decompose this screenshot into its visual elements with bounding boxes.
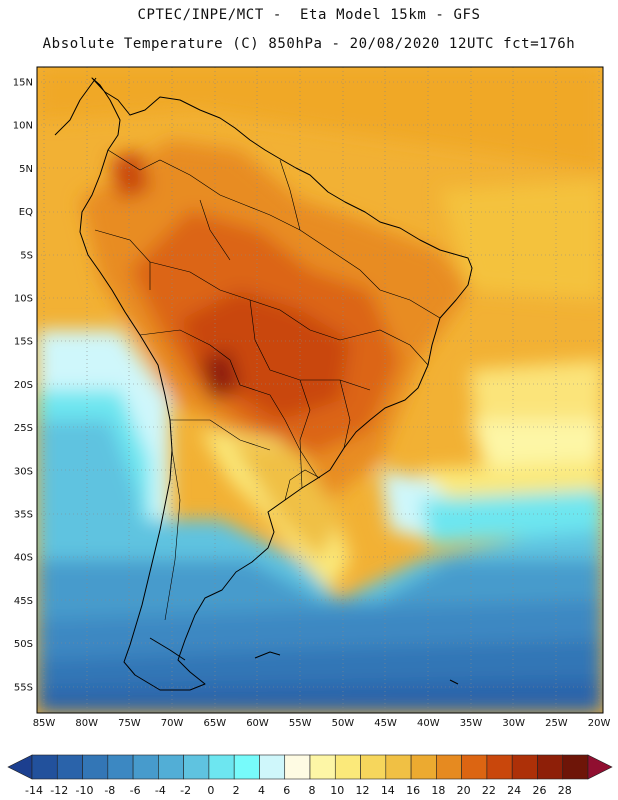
lat-label: 5N [19,164,33,175]
political-borders [94,149,441,621]
title-line-2: Absolute Temperature (C) 850hPa - 20/08/… [42,36,576,52]
lat-label: 15S [14,337,33,348]
colorbar-label: 10 [330,784,344,797]
lat-label: 55S [14,682,33,693]
lon-label: 35W [460,718,483,729]
lat-label: EQ [19,207,33,218]
lat-label: 50S [14,639,33,650]
longitude-labels: 85W 80W 75W 70W 65W 60W 55W 50W 45W 40W 35W 30W 25W 2… [33,718,611,729]
lon-label: 45W [374,718,397,729]
colorbar-label: -8 [104,784,115,797]
colorbar-cell [208,754,235,780]
lon-label: 85W [33,718,56,729]
colorbar-cell [132,754,159,780]
colorbar-cell [309,754,336,780]
colorbar-label: -6 [130,784,141,797]
colorbar-label: -14 [25,784,43,797]
lon-label: 55W [289,718,312,729]
lat-label: 30S [14,466,33,477]
lon-label: 40W [417,718,440,729]
colorbar-cell [183,754,210,780]
colorbar-cell [486,754,513,780]
title-line-1: CPTEC/INPE/MCT - Eta Model 15km - GFS [137,7,481,23]
colorbar-label: 4 [258,784,265,797]
lon-label: 60W [246,718,269,729]
lon-label: 25W [545,718,568,729]
lat-label: 20S [14,380,33,391]
colorbar-cell [107,754,134,780]
colorbar-cell [334,754,361,780]
colorbar: -14 -12 -10 -8 -6 -4 -2 0 2 4 6 8 10 12 14 16 18 20 22 24 26… [7,754,613,797]
colorbar-cell [436,754,462,780]
colorbar-label: 24 [507,784,521,797]
colorbar-cell [259,754,286,780]
colorbar-cell [537,754,564,780]
lat-label: 10N [13,121,33,132]
colorbar-label: 6 [283,784,290,797]
lon-label: 70W [161,718,184,729]
colorbar-cell [284,754,311,780]
lat-label: 40S [14,553,33,564]
lon-label: 80W [75,718,98,729]
colorbar-cell [360,754,387,780]
lon-label: 75W [118,718,141,729]
colorbar-cell [233,754,260,780]
plot-frame [36,66,604,714]
colorbar-label: 12 [356,784,370,797]
colorbar-label: 20 [457,784,471,797]
colorbar-label: -10 [76,784,94,797]
colorbar-label: -12 [50,784,68,797]
colorbar-cell [56,754,83,780]
lat-label: 10S [14,294,33,305]
colorbar-min-arrow [7,754,33,780]
colorbar-label: 0 [207,784,214,797]
colorbar-label: 2 [233,784,240,797]
colorbar-label: 18 [431,784,445,797]
lon-label: 50W [332,718,355,729]
colorbar-cell [158,754,184,780]
colorbar-label: -2 [180,784,191,797]
colorbar-label: 26 [532,784,546,797]
lat-label: 5S [20,250,33,261]
temperature-field [37,67,603,713]
colorbar-cell [511,754,538,780]
colorbar-label: -4 [155,784,166,797]
coastline [54,77,473,691]
colorbar-cell [410,754,437,780]
lon-label: 30W [502,718,525,729]
lat-label: 35S [14,510,33,521]
colorbar-cell [385,754,412,780]
colorbar-label: 16 [406,784,420,797]
lon-label: 20W [588,718,611,729]
colorbar-label: 14 [381,784,395,797]
lon-label: 65W [203,718,226,729]
colorbar-cell [461,754,488,780]
lat-label: 15N [13,78,33,89]
colorbar-cell [562,754,589,780]
colorbar-label: 8 [309,784,316,797]
colorbar-label: 22 [482,784,496,797]
colorbar-cell [31,754,58,780]
lat-label: 45S [14,596,33,607]
latitude-labels: 15N 10N 5N EQ 5S 10S 15S 20S 25S 30S 35S 40S 45S 50S 5… [13,78,33,694]
colorbar-max-arrow [587,754,613,780]
colorbar-cell [82,754,109,780]
colorbar-label: 28 [558,784,572,797]
lat-label: 25S [14,423,33,434]
